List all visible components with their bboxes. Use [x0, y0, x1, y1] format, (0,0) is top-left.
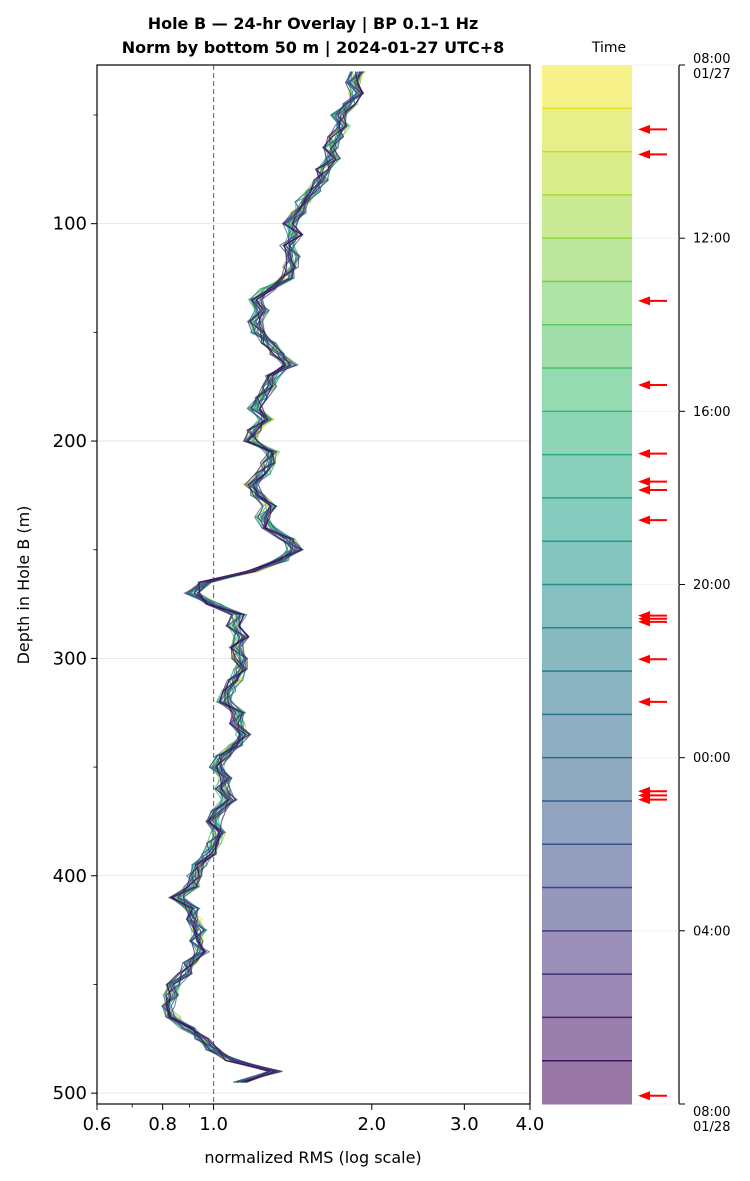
event-arrow-head [638, 296, 650, 306]
colorbar-tick-label: 08:00 01/27 [693, 52, 730, 82]
event-arrow-head [638, 124, 650, 134]
colorbar-tick-label-line: 01/27 [693, 67, 730, 82]
colorbar-tick-label-line: 08:00 [693, 1105, 730, 1120]
event-arrow-head [638, 477, 650, 487]
colorbar-tick-label: 00:00 [693, 751, 730, 766]
y-tick-label: 300 [53, 648, 87, 669]
profile-series [165, 71, 364, 1083]
colorbar-band [542, 800, 632, 845]
colorbar-tick-label: 08:00 01/28 [693, 1105, 730, 1135]
chart-title-line1: Hole B — 24-hr Overlay | BP 0.1–1 Hz [148, 14, 479, 34]
colorbar-tick-label-line: 16:00 [693, 405, 730, 420]
chart-title-line2: Norm by bottom 50 m | 2024-01-27 UTC+8 [122, 38, 505, 58]
event-arrow-head [638, 449, 650, 459]
plot-area [160, 65, 366, 1104]
colorbar-tick-label: 16:00 [693, 405, 730, 420]
colorbar-band [542, 324, 632, 369]
colorbar [542, 65, 632, 1105]
colorbar-band [542, 65, 632, 109]
colorbar-tick-label-line: 01/28 [693, 1120, 730, 1135]
colorbar-band [542, 714, 632, 759]
colorbar-tick-label: 04:00 [693, 924, 730, 939]
colorbar-band [542, 844, 632, 889]
x-tick-label: 0.6 [83, 1114, 112, 1135]
y-tick-label: 500 [53, 1083, 87, 1104]
x-tick-label: 0.8 [148, 1114, 177, 1135]
profile-series [163, 71, 362, 1083]
colorbar-band [542, 238, 632, 282]
x-tick-label: 1.0 [199, 1114, 228, 1135]
colorbar-tick-label: 12:00 [693, 232, 730, 247]
event-arrows [638, 124, 667, 1101]
x-tick-label: 2.0 [357, 1114, 386, 1135]
event-arrow-head [638, 795, 650, 805]
colorbar-axis: 08:00 01/2712:0016:0020:0000:0004:0008:00… [632, 52, 730, 1135]
colorbar-band [542, 541, 632, 585]
colorbar-tick-label-line: 12:00 [693, 232, 730, 247]
x-tick-label: 4.0 [516, 1114, 545, 1135]
event-arrow-head [638, 149, 650, 159]
colorbar-band [542, 454, 632, 499]
colorbar-band [542, 281, 632, 326]
colorbar-band [542, 194, 632, 239]
colorbar-band [542, 368, 632, 412]
profile-series [163, 71, 358, 1083]
event-arrow-head [638, 380, 650, 390]
y-tick-label: 200 [53, 431, 87, 452]
event-arrow-head [638, 654, 650, 664]
colorbar-band [542, 930, 632, 975]
x-axis-label: normalized RMS (log scale) [204, 1148, 421, 1167]
colorbar-band [542, 584, 632, 629]
colorbar-tick-label-line: 20:00 [693, 578, 730, 593]
colorbar-band [542, 108, 632, 153]
colorbar-band [542, 974, 632, 1018]
x-tick-label: 3.0 [450, 1114, 479, 1135]
event-arrow-head [638, 515, 650, 525]
colorbar-band [542, 411, 632, 456]
colorbar-tick-label: 20:00 [693, 578, 730, 593]
event-arrow-head [638, 1091, 650, 1101]
colorbar-band [542, 887, 632, 932]
colorbar-band [542, 497, 632, 542]
axes: 0.6 0.8 1.0 2.0 3.0 4.0 100 200 300 400 500 [53, 64, 545, 1135]
colorbar-band [542, 757, 632, 802]
colorbar-band [542, 1060, 632, 1105]
profile-series [166, 71, 363, 1083]
colorbar-tick-label-line: 00:00 [693, 751, 730, 766]
colorbar-band [542, 627, 632, 672]
y-tick-label: 100 [53, 214, 87, 235]
event-arrow-head [638, 617, 650, 627]
y-tick-label: 400 [53, 866, 87, 887]
colorbar-tick-label-line: 08:00 [693, 52, 730, 67]
colorbar-title: Time [591, 40, 626, 56]
colorbar-band [542, 671, 632, 715]
event-arrow-head [638, 485, 650, 495]
colorbar-band [542, 1017, 632, 1062]
profile-series [160, 71, 361, 1083]
colorbar-tick-label-line: 04:00 [693, 924, 730, 939]
plot-frame [96, 64, 531, 1105]
y-axis-label: Depth in Hole B (m) [14, 506, 33, 665]
grid-lines [97, 223, 530, 1094]
event-arrow-head [638, 697, 650, 707]
colorbar-band [542, 151, 632, 196]
